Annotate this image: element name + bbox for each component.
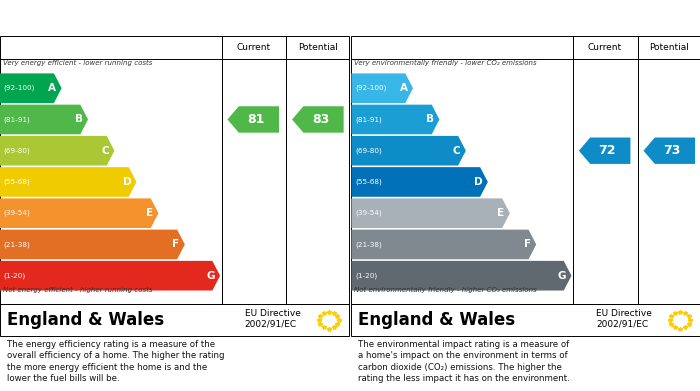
Text: (1-20): (1-20) [4, 273, 26, 279]
Text: 73: 73 [663, 144, 680, 157]
Polygon shape [0, 230, 185, 259]
Polygon shape [579, 138, 631, 164]
Polygon shape [351, 105, 440, 134]
Text: E: E [498, 208, 505, 218]
Text: EU Directive
2002/91/EC: EU Directive 2002/91/EC [596, 309, 652, 328]
Text: Potential: Potential [650, 43, 690, 52]
Text: F: F [524, 239, 531, 249]
Polygon shape [0, 198, 158, 228]
Polygon shape [0, 74, 62, 103]
Text: D: D [474, 177, 482, 187]
Text: (55-68): (55-68) [4, 179, 30, 185]
Text: (39-54): (39-54) [4, 210, 30, 217]
Text: (92-100): (92-100) [4, 85, 35, 91]
Text: (81-91): (81-91) [355, 116, 382, 123]
Text: Not environmentally friendly - higher CO₂ emissions: Not environmentally friendly - higher CO… [354, 287, 537, 293]
Text: EU Directive
2002/91/EC: EU Directive 2002/91/EC [244, 309, 300, 328]
Text: 83: 83 [312, 113, 329, 126]
Polygon shape [351, 230, 536, 259]
Text: (1-20): (1-20) [355, 273, 377, 279]
Polygon shape [351, 74, 413, 103]
Text: G: G [206, 271, 215, 281]
Polygon shape [351, 136, 466, 165]
Text: (69-80): (69-80) [355, 147, 382, 154]
Text: (92-100): (92-100) [355, 85, 386, 91]
Text: B: B [426, 115, 434, 124]
Text: G: G [558, 271, 566, 281]
Text: (55-68): (55-68) [355, 179, 382, 185]
Text: A: A [48, 83, 57, 93]
Text: (69-80): (69-80) [4, 147, 30, 154]
Text: England & Wales: England & Wales [7, 311, 164, 329]
Text: E: E [146, 208, 153, 218]
Polygon shape [643, 138, 695, 164]
Polygon shape [0, 105, 88, 134]
Text: Very environmentally friendly - lower CO₂ emissions: Very environmentally friendly - lower CO… [354, 60, 537, 66]
Text: (39-54): (39-54) [355, 210, 382, 217]
Polygon shape [351, 261, 571, 291]
Text: B: B [75, 115, 83, 124]
Text: Energy Efficiency Rating: Energy Efficiency Rating [5, 15, 168, 29]
Text: (21-38): (21-38) [355, 241, 382, 248]
Text: (21-38): (21-38) [4, 241, 30, 248]
Text: C: C [453, 146, 461, 156]
Polygon shape [351, 167, 488, 197]
Text: Environmental Impact (CO₂) Rating: Environmental Impact (CO₂) Rating [356, 15, 589, 29]
Text: 72: 72 [598, 144, 616, 157]
Polygon shape [351, 198, 510, 228]
Text: England & Wales: England & Wales [358, 311, 515, 329]
Text: Not energy efficient - higher running costs: Not energy efficient - higher running co… [3, 287, 153, 293]
Text: A: A [400, 83, 408, 93]
Polygon shape [0, 167, 136, 197]
Polygon shape [0, 261, 220, 291]
Text: The environmental impact rating is a measure of
a home's impact on the environme: The environmental impact rating is a mea… [358, 340, 570, 383]
Text: The energy efficiency rating is a measure of the
overall efficiency of a home. T: The energy efficiency rating is a measur… [7, 340, 225, 383]
Polygon shape [0, 136, 114, 165]
Text: (81-91): (81-91) [4, 116, 30, 123]
Polygon shape [228, 106, 279, 133]
Text: 81: 81 [247, 113, 265, 126]
Text: Potential: Potential [298, 43, 338, 52]
Text: Current: Current [587, 43, 622, 52]
Text: Very energy efficient - lower running costs: Very energy efficient - lower running co… [3, 60, 152, 66]
Polygon shape [292, 106, 344, 133]
Text: D: D [122, 177, 131, 187]
Text: C: C [102, 146, 109, 156]
Text: F: F [172, 239, 180, 249]
Text: Current: Current [236, 43, 270, 52]
